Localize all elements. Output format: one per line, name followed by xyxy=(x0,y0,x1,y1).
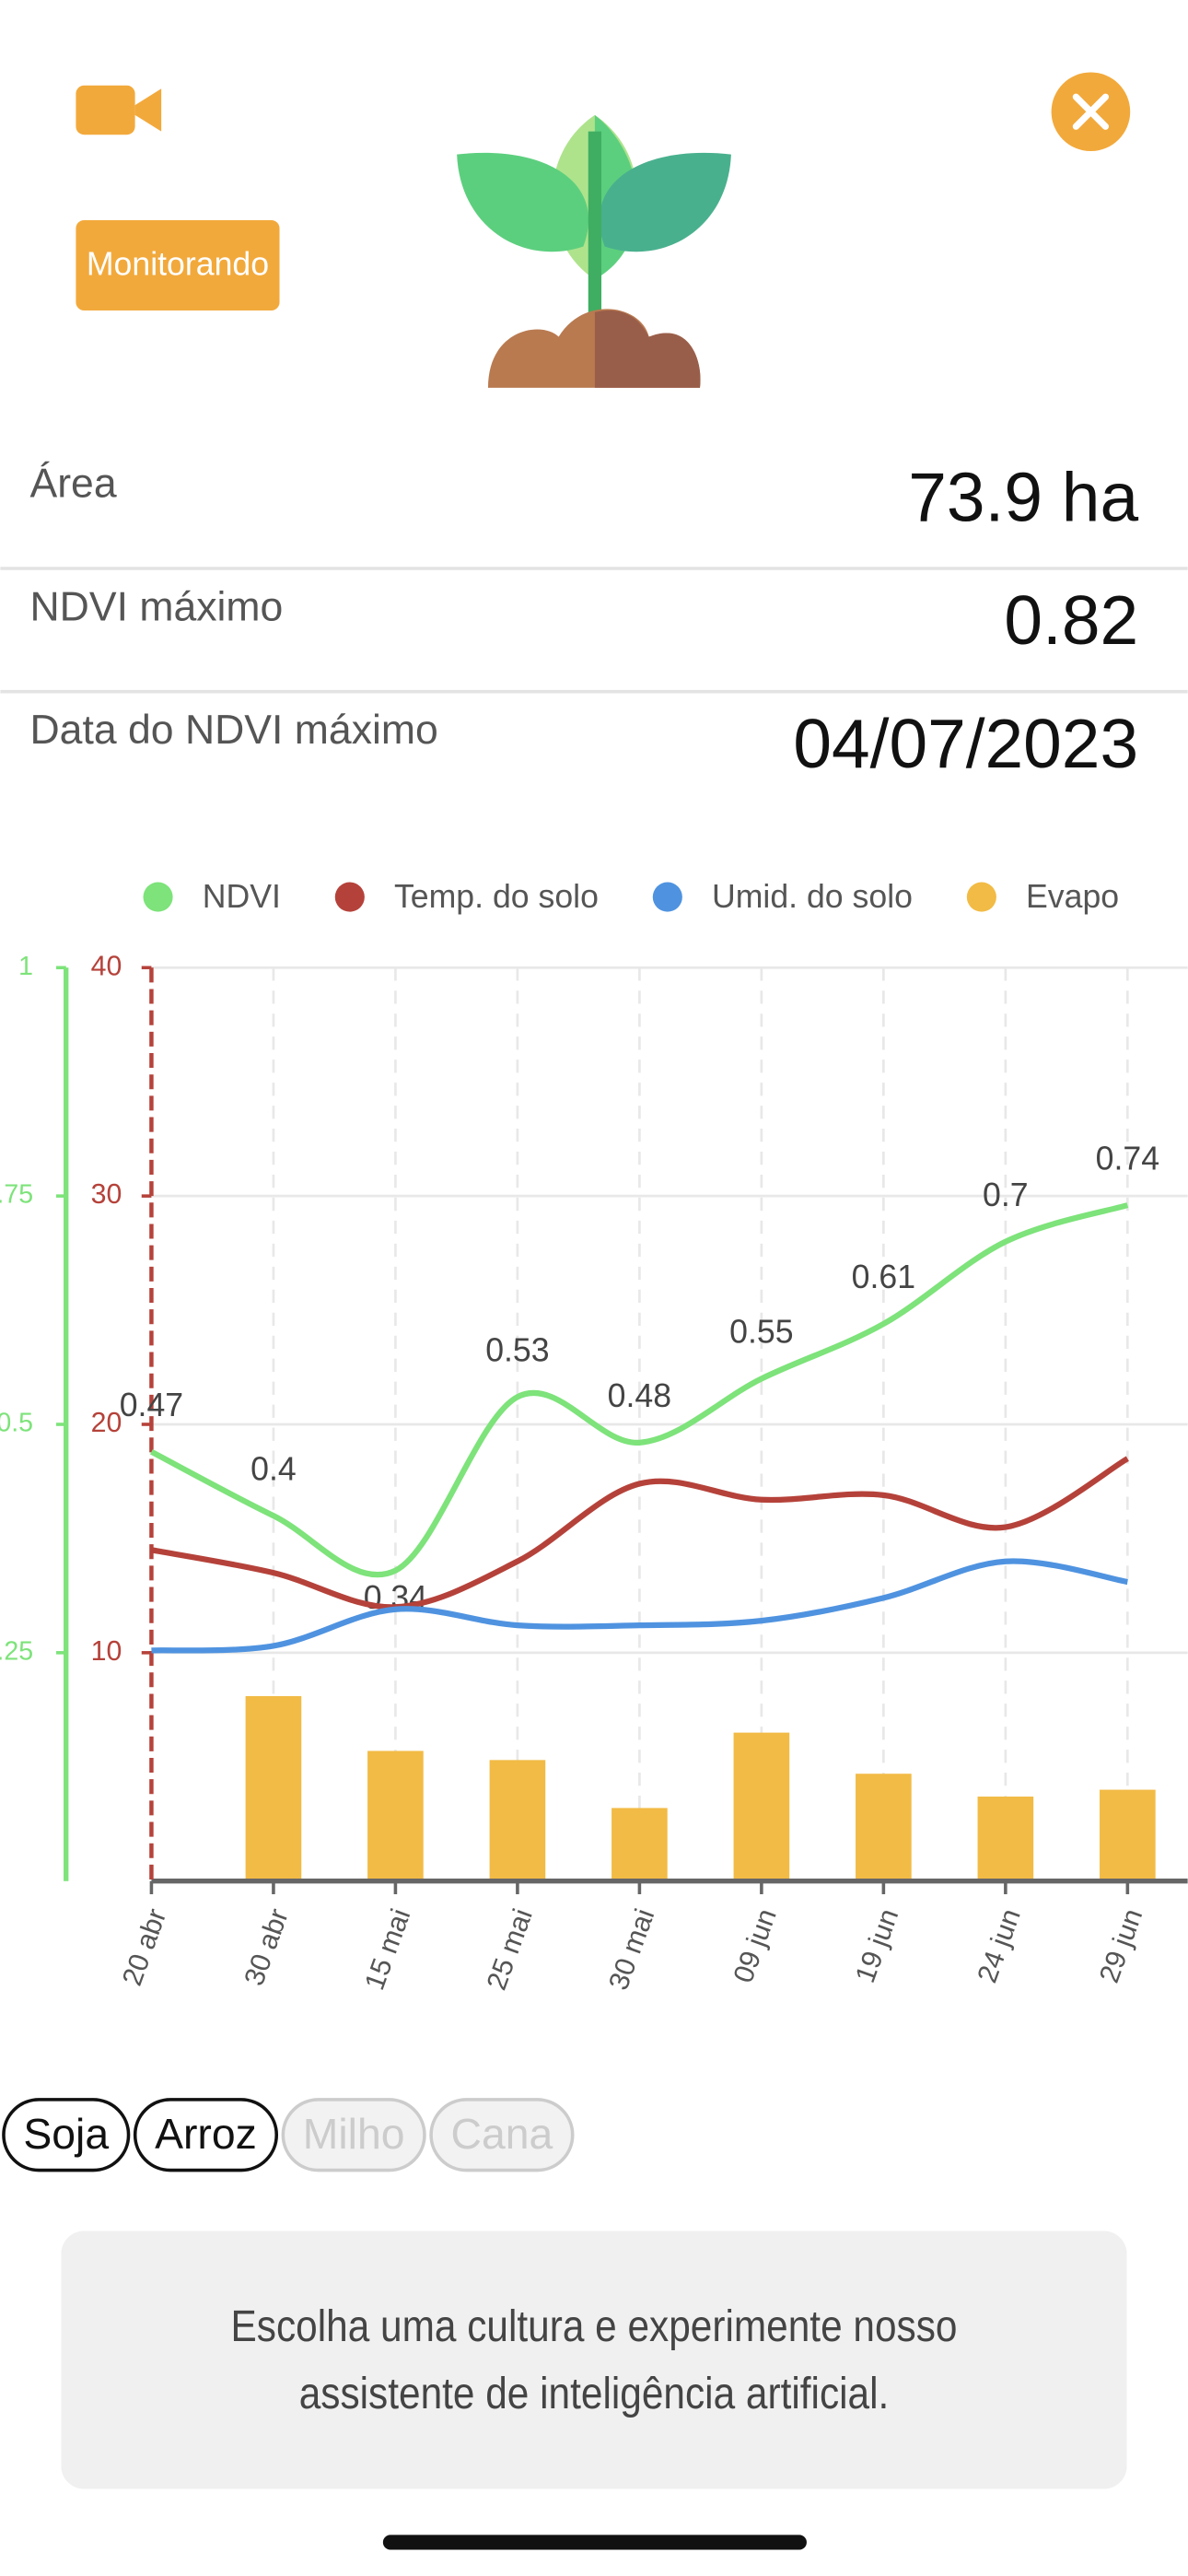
stat-label: Data do NDVI máximo xyxy=(29,708,437,753)
series-line xyxy=(151,1558,1128,1654)
crop-chip[interactable]: Milho xyxy=(281,2098,426,2172)
crop-chip-label: Soja xyxy=(23,2110,109,2158)
data-label: 0.47 xyxy=(120,1387,183,1423)
stat-value: 04/07/2023 xyxy=(793,705,1138,782)
legend-label: Temp. do solo xyxy=(394,878,599,915)
x-tick-label: 20 abr xyxy=(117,1905,172,1990)
plant-icon xyxy=(457,114,731,388)
crop-chip-label: Arroz xyxy=(155,2110,257,2158)
y-tick-label: 1 xyxy=(18,952,33,981)
bar xyxy=(611,1808,668,1881)
stat-value: 73.9 ha xyxy=(908,458,1138,535)
bar xyxy=(245,1695,302,1881)
crop-chip-label: Milho xyxy=(303,2110,405,2158)
home-indicator xyxy=(382,2535,807,2550)
series-line xyxy=(150,1456,1129,1610)
legend-swatch xyxy=(652,882,682,912)
crop-chip-label: Cana xyxy=(450,2110,553,2158)
legend-label: Umid. do solo xyxy=(712,878,913,915)
crop-chip[interactable]: Cana xyxy=(429,2098,575,2172)
stat-label: NDVI máximo xyxy=(29,584,283,629)
x-tick-label: 19 jun xyxy=(850,1905,904,1987)
y2-tick-label: 40 xyxy=(91,951,122,981)
data-label: 0.55 xyxy=(729,1314,793,1351)
crop-chip-bg xyxy=(2,2098,131,2172)
y2-tick-label: 20 xyxy=(91,1408,122,1438)
message-box: Escolha uma cultura e experimente nosso … xyxy=(61,2231,1127,2489)
data-label: 0.4 xyxy=(250,1450,297,1487)
bar xyxy=(489,1760,546,1881)
status-label: Monitorando xyxy=(87,245,269,282)
crop-chip-bg xyxy=(133,2098,279,2172)
x-tick-label: 24 jun xyxy=(973,1905,1027,1987)
bar xyxy=(733,1732,790,1881)
legend-swatch xyxy=(143,882,173,912)
data-label: 0.48 xyxy=(608,1377,671,1414)
bar xyxy=(367,1751,424,1881)
bar xyxy=(1100,1789,1156,1881)
camera-icon[interactable] xyxy=(76,85,162,135)
legend-label: Evapo xyxy=(1026,878,1119,915)
y-tick-label: 0.25 xyxy=(0,1636,33,1666)
series-line xyxy=(149,1202,1129,1578)
legend-label: NDVI xyxy=(203,878,281,915)
message: Escolha uma cultura e experimente nosso … xyxy=(230,2301,958,2418)
bar xyxy=(856,1774,912,1881)
crop-chip-bg xyxy=(281,2098,426,2172)
y2-tick-label: 10 xyxy=(91,1636,122,1667)
legend-swatch xyxy=(334,882,365,912)
crop-chip-bg xyxy=(429,2098,575,2172)
y-tick-label: 0.75 xyxy=(0,1180,33,1210)
y2-tick-label: 30 xyxy=(91,1179,122,1210)
x-tick-label: 29 jun xyxy=(1094,1905,1148,1987)
data-label: 0.53 xyxy=(485,1332,549,1369)
bar xyxy=(977,1797,1034,1881)
x-tick-label: 09 jun xyxy=(728,1905,783,1987)
x-tick-label: 30 abr xyxy=(239,1905,295,1990)
stat-label: Área xyxy=(29,462,116,507)
x-tick-label: 30 mai xyxy=(603,1905,660,1995)
x-tick-label: 25 mai xyxy=(482,1905,539,1995)
y-tick-label: 0.5 xyxy=(0,1409,33,1438)
data-label: 0.7 xyxy=(983,1177,1029,1213)
x-tick-label: 15 mai xyxy=(359,1905,416,1995)
crop-chip[interactable]: Arroz xyxy=(133,2098,279,2172)
data-label: 0.61 xyxy=(852,1259,915,1295)
status-button[interactable] xyxy=(76,219,280,311)
crop-chip[interactable]: Soja xyxy=(2,2098,131,2172)
data-label: 0.74 xyxy=(1096,1140,1159,1177)
stat-value: 0.82 xyxy=(1004,581,1138,659)
close-button[interactable] xyxy=(1051,72,1131,152)
legend-swatch xyxy=(966,882,996,912)
